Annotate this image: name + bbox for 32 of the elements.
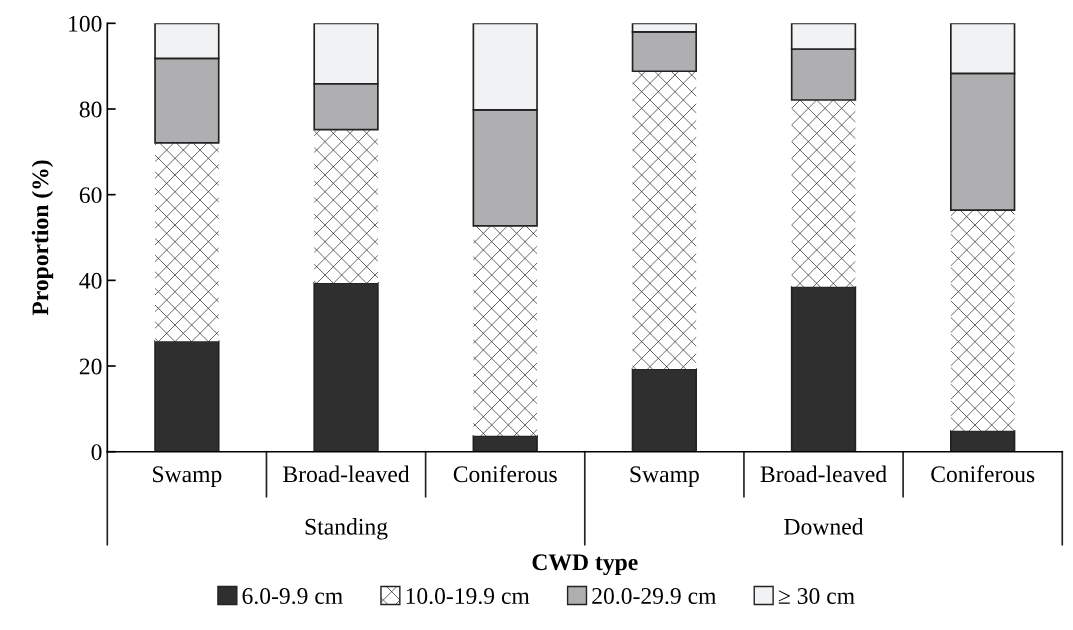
bar <box>313 282 379 452</box>
bar <box>472 435 538 452</box>
y-tick-label: 60 <box>79 187 102 204</box>
x-tick-label: Swamp <box>630 466 699 488</box>
x-axis-title: CWD type <box>532 554 638 576</box>
bar <box>790 285 857 452</box>
bar <box>314 129 378 283</box>
bar <box>632 71 697 370</box>
y-tick-label: 40 <box>79 272 102 289</box>
y-tick-label: 80 <box>79 101 102 118</box>
y-tick-label: 20 <box>79 358 102 375</box>
bar <box>155 142 219 342</box>
text: Standing <box>305 518 388 540</box>
x-tick-label: Broad-leaved <box>760 465 887 483</box>
legend-label: ≥ 30 cm <box>778 588 855 604</box>
x-tick-label: Broad-leaved <box>283 465 410 483</box>
bar <box>950 429 1016 452</box>
x-tick-label: Coniferous <box>931 465 1035 483</box>
text: Downed <box>784 518 864 535</box>
bar <box>473 225 538 436</box>
x-tick-label: Coniferous <box>453 465 557 483</box>
y-axis-title: Proportion (%) <box>31 160 54 316</box>
x-tick-label: Swamp <box>153 466 222 488</box>
y-tick-label: 100 <box>69 15 102 32</box>
legend-label: 20.0-29.9 cm <box>592 588 717 605</box>
bar <box>154 340 220 452</box>
y-tick-label: 0 <box>91 444 102 461</box>
bar <box>791 99 856 287</box>
bar <box>950 210 1015 431</box>
legend-label: 10.0-19.9 cm <box>406 588 530 605</box>
bar <box>631 368 698 452</box>
legend-label: 6.0-9.9 cm <box>242 588 343 605</box>
